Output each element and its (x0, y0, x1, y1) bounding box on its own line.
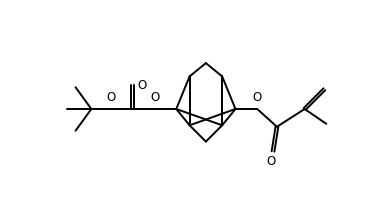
Text: O: O (267, 155, 276, 168)
Text: O: O (252, 91, 262, 104)
Text: O: O (107, 91, 116, 104)
Text: O: O (150, 91, 159, 104)
Text: O: O (138, 79, 147, 92)
